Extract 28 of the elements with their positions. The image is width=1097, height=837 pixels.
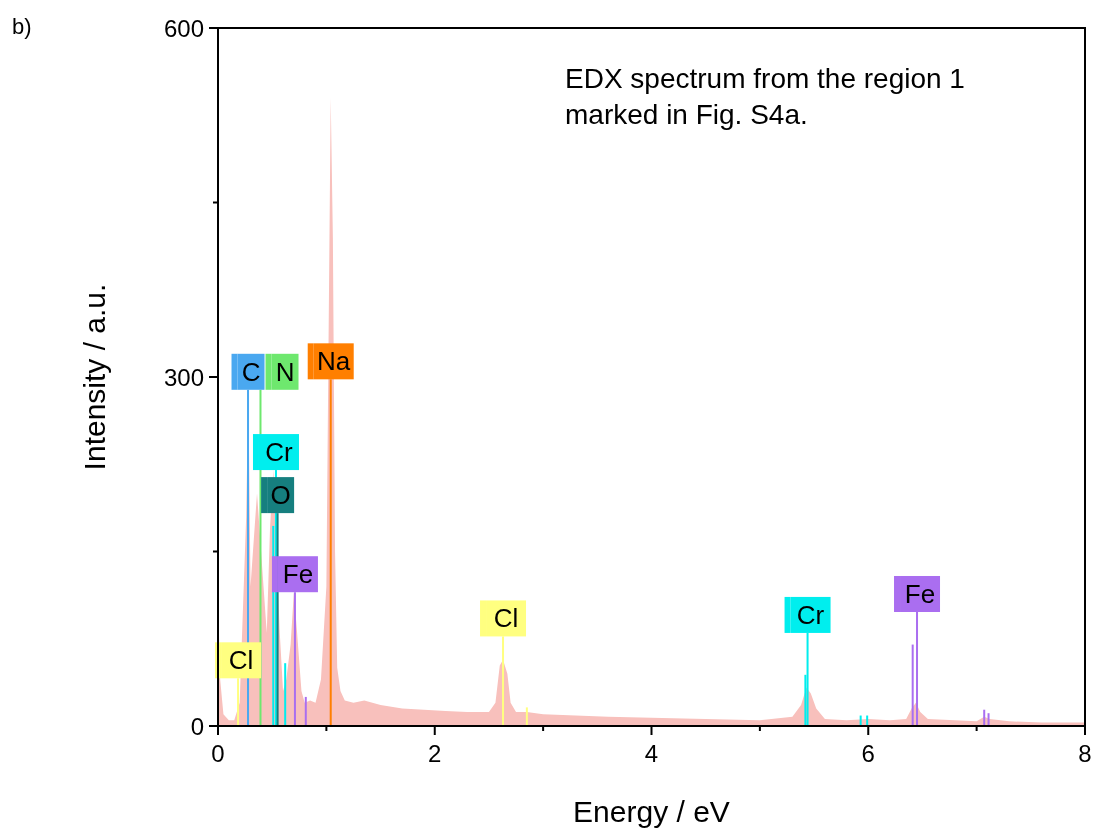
legend-label: Fe <box>282 559 314 590</box>
bar <box>304 696 307 726</box>
legend-label: C <box>241 356 261 387</box>
legend-label: O <box>270 480 291 511</box>
y-axis-title: Intensity / a.u. <box>78 283 111 471</box>
bar <box>983 709 986 726</box>
bar <box>284 663 287 726</box>
y-tick-label: 600 <box>163 15 204 42</box>
legend-label: Cl <box>493 603 519 634</box>
y-tick-label: 0 <box>190 713 204 740</box>
x-tick-label: 6 <box>861 740 875 767</box>
x-tick-label: 4 <box>644 740 659 767</box>
x-tick-label: 2 <box>428 740 442 767</box>
bar <box>987 713 990 726</box>
legend-label: N <box>275 356 295 387</box>
legend-label: Cr <box>796 599 825 630</box>
legend-label: Fe <box>904 578 936 609</box>
legend-label: Cr <box>265 437 294 468</box>
bar <box>911 644 914 726</box>
y-tick-label: 300 <box>163 364 204 391</box>
x-axis-title: Energy / eV <box>573 795 730 828</box>
text: b) <box>12 14 32 39</box>
x-tick-label: 8 <box>1078 740 1092 767</box>
legend-label: Cl <box>228 645 254 676</box>
legend-label: Na <box>317 346 351 377</box>
bar <box>525 707 528 726</box>
x-tick-label: 0 <box>211 740 225 767</box>
annotation: EDX spectrum from the region 1 marked in Fig. S4a. <box>565 63 965 130</box>
